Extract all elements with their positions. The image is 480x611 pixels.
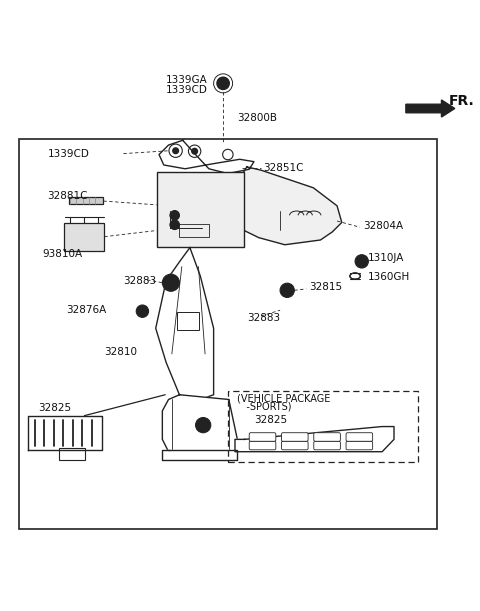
Text: FR.: FR. [449, 94, 474, 108]
Text: 32851C: 32851C [264, 163, 304, 173]
Text: 32800B: 32800B [237, 113, 277, 123]
Text: 32883: 32883 [247, 313, 280, 323]
Polygon shape [162, 450, 237, 460]
Bar [60, 448, 85, 460]
FancyBboxPatch shape [249, 433, 276, 441]
Circle shape [140, 309, 145, 314]
FancyBboxPatch shape [314, 433, 340, 441]
Text: 1310JA: 1310JA [368, 253, 404, 263]
Bar [228, 391, 418, 462]
Circle shape [192, 148, 197, 154]
Circle shape [359, 258, 365, 264]
Bar [19, 139, 437, 529]
Text: 32810: 32810 [105, 346, 137, 357]
FancyBboxPatch shape [346, 433, 372, 441]
Text: -SPORTS): -SPORTS) [237, 401, 292, 412]
Text: 32815: 32815 [310, 282, 343, 293]
FancyArrow shape [406, 100, 455, 117]
Polygon shape [28, 415, 102, 450]
Circle shape [280, 283, 294, 298]
Bar [180, 224, 209, 236]
Polygon shape [226, 167, 342, 245]
Polygon shape [162, 395, 237, 460]
Text: 32881C: 32881C [48, 191, 88, 201]
Bar [177, 312, 199, 330]
Text: 32883: 32883 [123, 276, 156, 286]
Circle shape [195, 417, 211, 433]
Circle shape [136, 305, 149, 317]
Text: 32876A: 32876A [66, 306, 107, 315]
Text: 32825: 32825 [254, 415, 287, 425]
Circle shape [173, 148, 179, 153]
Bar [64, 224, 105, 251]
Text: 1339GA: 1339GA [166, 75, 208, 85]
Polygon shape [156, 247, 214, 400]
Circle shape [162, 274, 180, 291]
FancyBboxPatch shape [249, 441, 276, 450]
Text: 1339CD: 1339CD [48, 148, 89, 159]
FancyBboxPatch shape [281, 433, 308, 441]
Text: 32804A: 32804A [363, 221, 403, 231]
Circle shape [170, 220, 180, 230]
Text: 1339CD: 1339CD [166, 84, 208, 95]
Circle shape [355, 255, 368, 268]
Text: (VEHICLE PACKAGE: (VEHICLE PACKAGE [237, 393, 331, 403]
FancyBboxPatch shape [346, 441, 372, 450]
FancyBboxPatch shape [281, 441, 308, 450]
Polygon shape [235, 426, 394, 452]
Text: 1360GH: 1360GH [368, 272, 410, 282]
Text: 32825: 32825 [38, 403, 71, 412]
Polygon shape [159, 141, 254, 174]
Text: 93810A: 93810A [43, 249, 83, 259]
Circle shape [170, 211, 180, 220]
Bar [156, 172, 244, 247]
Circle shape [217, 77, 229, 89]
Bar [69, 197, 104, 205]
FancyBboxPatch shape [314, 441, 340, 450]
